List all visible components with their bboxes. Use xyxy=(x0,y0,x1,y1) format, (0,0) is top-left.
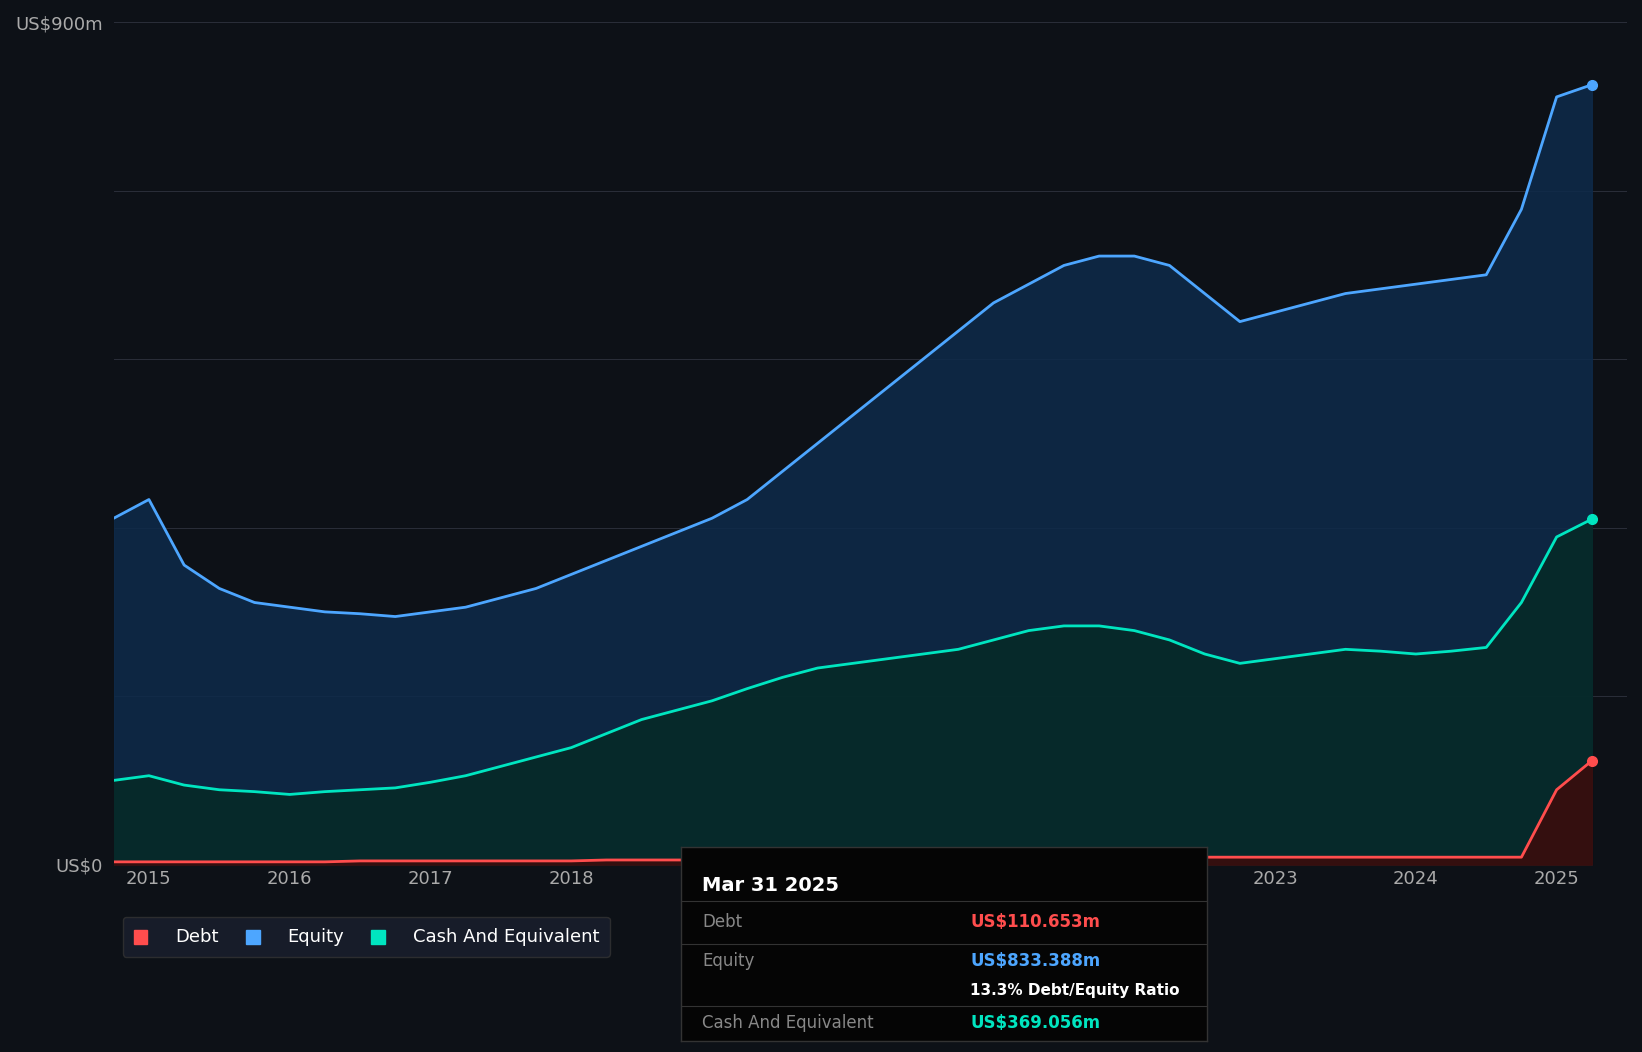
Legend: Debt, Equity, Cash And Equivalent: Debt, Equity, Cash And Equivalent xyxy=(123,917,609,956)
Text: 13.3% Debt/Equity Ratio: 13.3% Debt/Equity Ratio xyxy=(970,983,1181,998)
Text: Equity: Equity xyxy=(703,952,755,970)
Text: US$110.653m: US$110.653m xyxy=(970,913,1100,931)
Text: US$369.056m: US$369.056m xyxy=(970,1014,1100,1032)
Text: Debt: Debt xyxy=(703,913,742,931)
Text: Mar 31 2025: Mar 31 2025 xyxy=(703,876,839,895)
Text: Cash And Equivalent: Cash And Equivalent xyxy=(703,1014,874,1032)
Text: US$833.388m: US$833.388m xyxy=(970,952,1100,970)
